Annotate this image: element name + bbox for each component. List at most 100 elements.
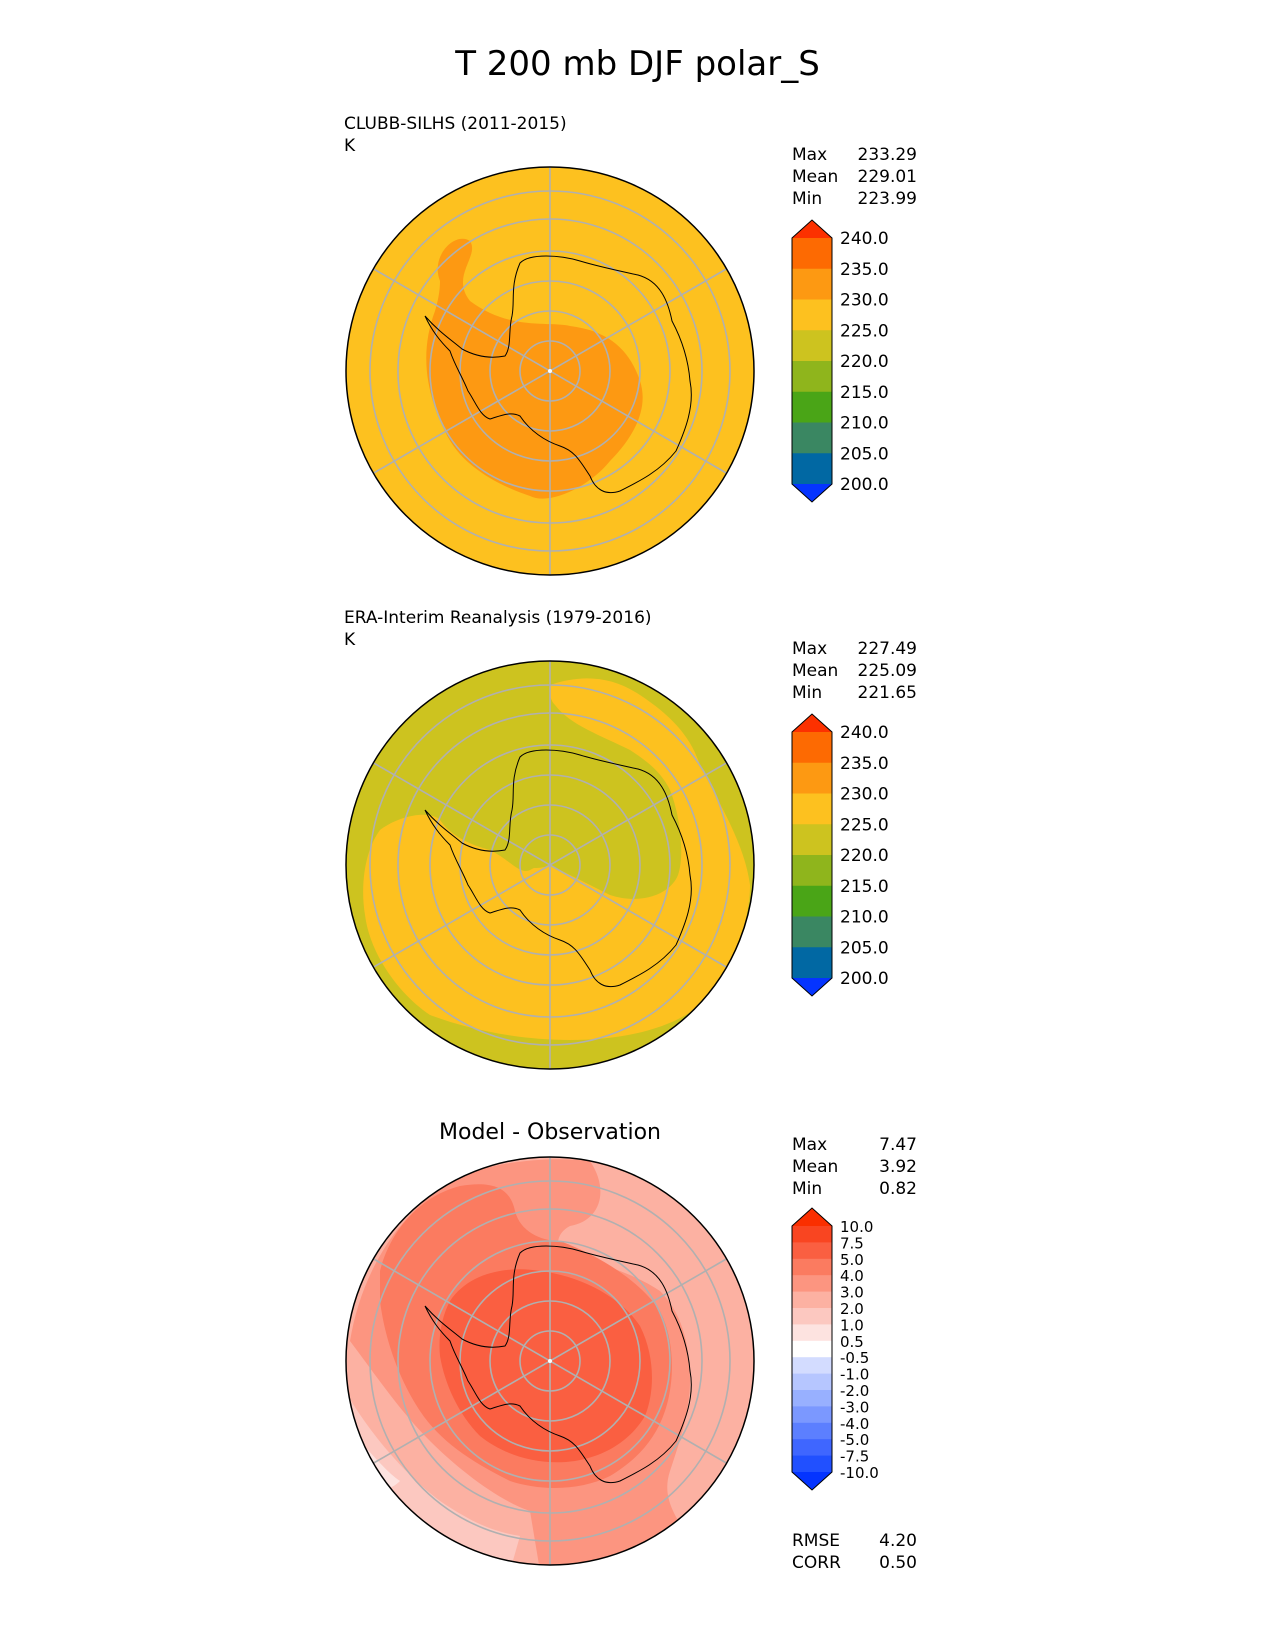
colorbar-tick-label: 210.0: [840, 414, 889, 434]
figure-title: T 200 mb DJF polar_S: [455, 44, 820, 84]
panel2-stats: Max 227.49 Mean 225.09 Min 221.65: [792, 638, 917, 704]
colorbar-tick-label: 215.0: [840, 877, 889, 897]
stat-mean: 229.01: [857, 167, 917, 187]
colorbar-segment: [792, 1340, 832, 1358]
stat-label: Mean: [792, 1157, 839, 1177]
colorbar-segment: [792, 947, 832, 979]
colorbar-tick-label: 235.0: [840, 260, 889, 280]
stat-max: 7.47: [879, 1135, 917, 1155]
colorbar-tick-label: -4.0: [840, 1415, 869, 1433]
colorbar-extend-min: [792, 978, 832, 996]
panel3-extra-stats: RMSE 4.20 CORR 0.50: [792, 1530, 917, 1574]
colorbar-model: 200.0 205.0 210.0 215.0 220.0 225.0 230.0 235.0…: [791, 219, 889, 503]
colorbar-segment: [792, 330, 832, 362]
graticule: [369, 661, 731, 1069]
panel3-title: Model - Observation: [439, 1120, 661, 1145]
colorbar-segment: [792, 916, 832, 948]
colorbar-difference: -10.0-7.5-5.0-4.0-3.0-2.0-1.0-0.50.51.02…: [791, 1207, 879, 1491]
panel1-title: CLUBB-SILHS (2011-2015): [344, 114, 567, 134]
field-5-7.5: [439, 1269, 652, 1463]
colorbar-tick-label: 225.0: [840, 815, 889, 835]
stat-label: Max: [792, 1135, 828, 1155]
colorbar-segment: [792, 1324, 832, 1342]
colorbar-tick-label: -0.5: [840, 1349, 869, 1367]
colorbar-segment: [792, 1308, 832, 1325]
colorbar-segment: [792, 732, 832, 764]
colorbar-segment: [792, 422, 832, 454]
antarctica-coastline: [424, 255, 692, 494]
colorbar-segment: [792, 793, 832, 825]
colorbar-tick-label: -1.0: [840, 1366, 869, 1384]
colorbar-extend-max: [792, 220, 832, 238]
colorbar-tick-label: -7.5: [840, 1448, 869, 1466]
colorbar-segment: [792, 1275, 832, 1293]
panel2-units: K: [344, 630, 356, 650]
stat-mean: 3.92: [879, 1157, 917, 1177]
stat-min: 223.99: [857, 189, 917, 209]
colorbar-outline: [791, 713, 833, 997]
colorbar-tick-label: -10.0: [840, 1464, 879, 1482]
colorbar-outline: [791, 219, 833, 503]
colorbar-segment: [792, 1242, 832, 1260]
pole-marker: [548, 1359, 552, 1363]
pole-marker: [548, 369, 552, 373]
panel1-units: K: [344, 136, 356, 156]
map-boundary: [345, 166, 755, 576]
polar-map-model: [345, 166, 755, 576]
stat-mean: 225.09: [857, 661, 917, 681]
graticule: [369, 1157, 731, 1565]
colorbar-outline: [791, 1207, 833, 1491]
panel3-stats: Max 7.47 Mean 3.92 Min 0.82: [792, 1134, 917, 1200]
colorbar-tick-label: 210.0: [840, 908, 889, 928]
colorbar-tick-label: 230.0: [840, 785, 889, 805]
colorbar-reference: 200.0 205.0 210.0 215.0 220.0 225.0 230.0 235.0…: [791, 713, 889, 997]
colorbar-segment: [792, 855, 832, 887]
stat-min: 221.65: [857, 683, 917, 703]
stat-max: 233.29: [857, 145, 917, 165]
colorbar-tick-label: 0.5: [840, 1333, 864, 1351]
polar-map-reference: [345, 660, 755, 1070]
colorbar-tick-label: 7.5: [840, 1234, 864, 1252]
panel1-stats: Max 233.29 Mean 229.01 Min 223.99: [792, 144, 917, 210]
colorbar-tick-label: -3.0: [840, 1398, 869, 1416]
colorbar-tick-label: 200.0: [840, 969, 889, 989]
colorbar-segment: [792, 391, 832, 423]
stat-label: CORR: [792, 1553, 841, 1573]
antarctica-coastline: [424, 1245, 692, 1484]
colorbar-tick-label: 240.0: [840, 723, 889, 743]
stat-min: 0.82: [879, 1179, 917, 1199]
colorbar-tick-label: 10.0: [840, 1218, 873, 1236]
stat-label: Min: [792, 189, 823, 209]
colorbar-extend-min: [792, 484, 832, 502]
colorbar-segment: [792, 885, 832, 917]
colorbar-segment: [792, 1226, 832, 1243]
colorbar-tick-label: 235.0: [840, 754, 889, 774]
colorbar-segment: [792, 453, 832, 485]
colorbar-tick-label: 220.0: [840, 846, 889, 866]
colorbar-tick-label: -5.0: [840, 1431, 869, 1449]
colorbar-tick-label: 2.0: [840, 1300, 864, 1318]
colorbar-segment: [792, 299, 832, 331]
stat-max: 227.49: [857, 639, 917, 659]
field-230-235: [363, 678, 750, 1040]
stat-label: Mean: [792, 167, 839, 187]
colorbar-segment: [792, 1455, 832, 1473]
colorbar-segment: [792, 1258, 832, 1276]
stat-label: Max: [792, 639, 828, 659]
stat-label: Min: [792, 683, 823, 703]
colorbar-segment: [792, 1357, 832, 1375]
map-boundary: [345, 660, 755, 1070]
colorbar-tick-label: 225.0: [840, 321, 889, 341]
colorbar-segment: [792, 1422, 832, 1440]
panel2-title: ERA-Interim Reanalysis (1979-2016): [344, 608, 652, 628]
colorbar-segment: [792, 1291, 832, 1309]
colorbar-segment: [792, 1390, 832, 1407]
stat-label: Mean: [792, 661, 839, 681]
colorbar-tick-label: 240.0: [840, 229, 889, 249]
colorbar-segment: [792, 762, 832, 794]
stat-label: Max: [792, 145, 828, 165]
stat-label: Min: [792, 1179, 823, 1199]
colorbar-tick-label: 220.0: [840, 352, 889, 372]
colorbar-segment: [792, 1406, 832, 1424]
colorbar-tick-label: 1.0: [840, 1316, 864, 1334]
